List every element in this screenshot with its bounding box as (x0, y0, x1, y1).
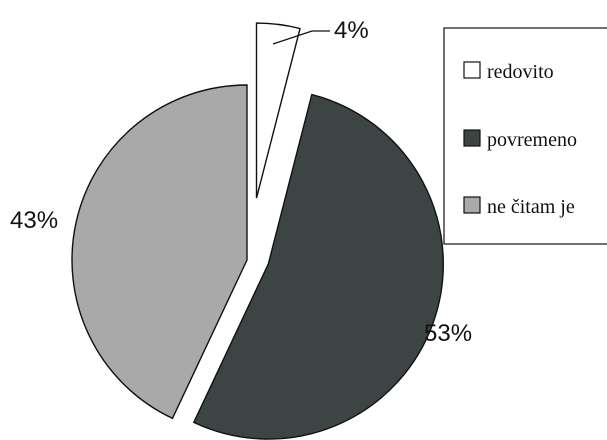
legend-item-redovito: redovito (463, 61, 554, 83)
legend-label-povremeno: povremeno (487, 129, 577, 151)
legend: redovito povremeno ne čitam je (443, 27, 607, 245)
legend-label-redovito: redovito (487, 61, 554, 83)
pie-slice-redovito (255, 22, 301, 199)
slice-label-povremeno: 53% (424, 320, 472, 347)
slice-label-redovito: 4% (334, 17, 369, 44)
pie-slices (71, 22, 444, 440)
pie-slice-ne-citam-je (71, 84, 248, 420)
pie-slice-povremeno (192, 93, 444, 440)
slice-labels: 4% 53% 43% (10, 17, 472, 347)
legend-label-ne-citam-je: ne čitam je (487, 196, 575, 218)
legend-item-povremeno: povremeno (463, 129, 577, 151)
leader-line-redovito (272, 30, 330, 45)
leader-lines (272, 30, 330, 45)
legend-swatch-redovito (463, 61, 481, 79)
slice-label-ne-citam-je: 43% (10, 207, 58, 234)
legend-item-ne-citam-je: ne čitam je (463, 196, 575, 218)
legend-swatch-povremeno (463, 129, 481, 147)
legend-swatch-ne-citam-je (463, 196, 481, 214)
